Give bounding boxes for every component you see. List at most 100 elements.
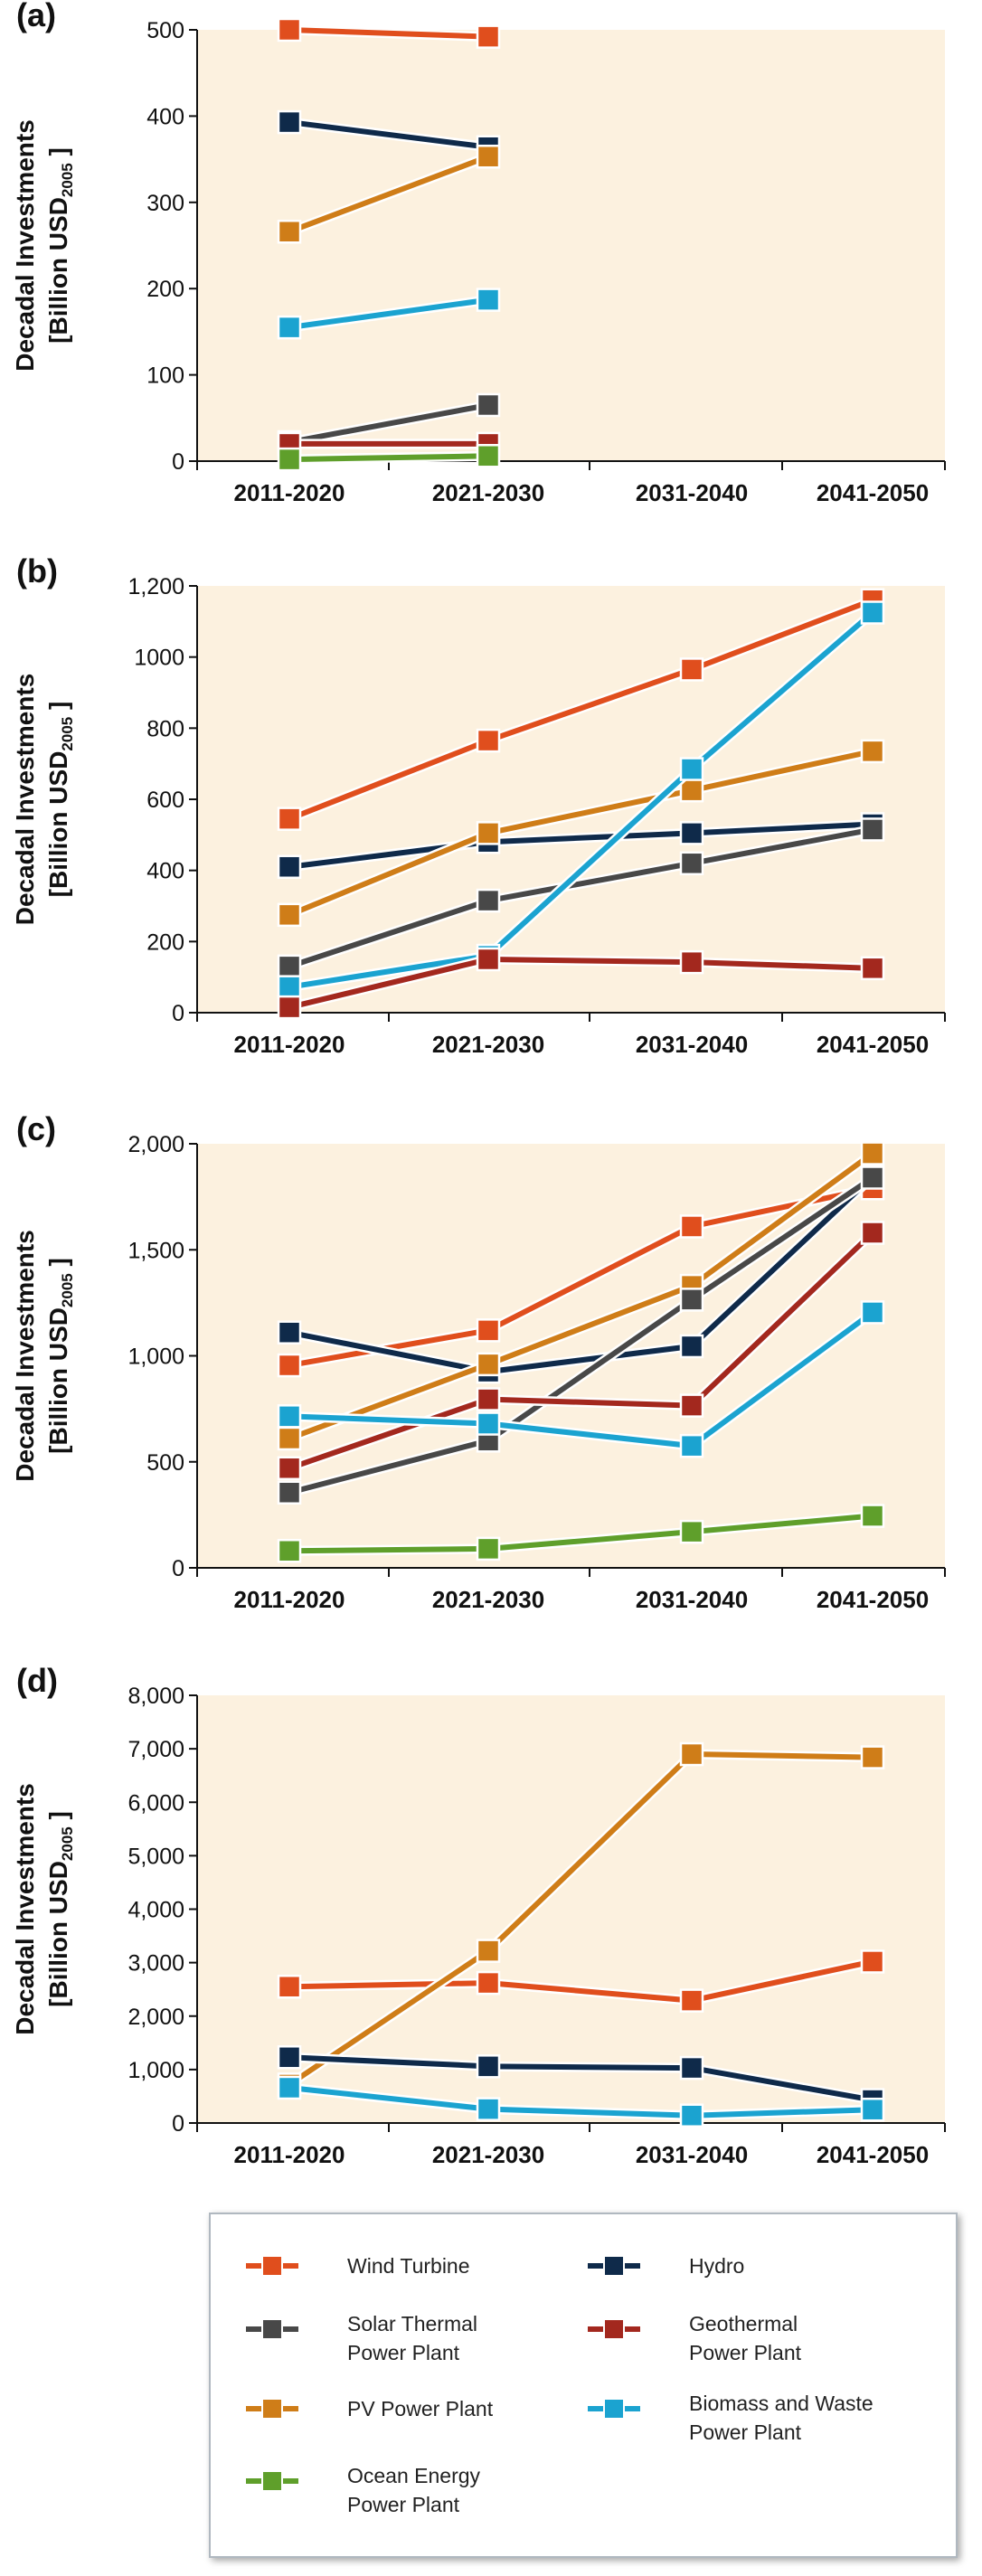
series-solar-thermal-power-plant	[277, 1165, 885, 1505]
data-point	[860, 600, 885, 625]
legend-box	[209, 2213, 958, 2558]
series-line	[288, 119, 489, 150]
data-point	[679, 821, 704, 845]
y-tick-label: 200	[146, 277, 184, 302]
series-line	[288, 402, 489, 445]
data-point	[476, 1411, 501, 1436]
data-point	[277, 1974, 302, 1999]
series-line	[288, 821, 873, 870]
series-line	[288, 826, 873, 969]
series-biomass-and-waste-power-plant	[277, 288, 501, 340]
data-point	[860, 2097, 885, 2122]
data-point	[860, 1745, 885, 1769]
series-line	[288, 1958, 873, 2004]
series-line	[288, 1231, 875, 1471]
y-axis-label-line2: [Billion USD2005 ]	[44, 1811, 76, 2007]
y-tick-label: 5,000	[127, 1844, 184, 1869]
x-tick-label: 2031-2040	[636, 479, 748, 506]
y-tick-label: 1,200	[127, 574, 184, 599]
data-point	[860, 1165, 885, 1190]
y-tick-label: 1,500	[127, 1238, 184, 1263]
chart-panel-c: (c) Decadal Investments [Billion USD2005 ]…	[11, 1110, 946, 1613]
panel-label: (b)	[16, 552, 58, 590]
series-wind-turbine	[277, 1949, 885, 2013]
y-tick-label: 200	[146, 929, 184, 955]
data-point	[476, 288, 501, 312]
series-wind-turbine	[277, 588, 885, 831]
y-axis-label-line1: Decadal Investments	[11, 1783, 39, 2035]
x-tick-label: 2041-2050	[817, 2141, 929, 2168]
series-line	[288, 1751, 873, 2087]
data-point	[476, 947, 501, 972]
y-tick-label: 400	[146, 104, 184, 129]
x-tick-label: 2011-2020	[234, 2141, 345, 2168]
series-ocean-energy-power-plant	[277, 1504, 885, 1563]
y-tick-label: 2,000	[127, 1132, 184, 1157]
y-tick-label: 6,000	[127, 1790, 184, 1816]
series-line	[288, 27, 489, 40]
data-point	[476, 1939, 501, 1963]
x-tick-label: 2031-2040	[636, 2141, 748, 2168]
data-point	[277, 2075, 302, 2100]
x-tick-label: 2021-2030	[432, 1586, 544, 1613]
data-point	[277, 1320, 302, 1345]
legend-swatch-marker	[603, 2318, 625, 2340]
y-tick-label: 0	[172, 449, 184, 475]
x-tick-label: 2011-2020	[234, 479, 345, 506]
data-point	[476, 2097, 501, 2121]
y-tick-label: 800	[146, 716, 184, 741]
legend-item-biomass-and-waste-power-plant: Biomass and Waste Power Plant	[588, 2392, 873, 2444]
legend-item-wind-turbine: Wind Turbine	[246, 2254, 470, 2278]
data-point	[679, 657, 704, 682]
series-ocean-energy-power-plant	[277, 444, 501, 472]
y-tick-label: 300	[146, 191, 184, 216]
series-biomass-and-waste-power-plant	[277, 2075, 885, 2128]
x-tick-label: 2021-2030	[432, 1031, 544, 1058]
data-point	[277, 854, 302, 879]
series-wind-turbine	[277, 17, 501, 49]
legend-label: Wind Turbine	[347, 2254, 470, 2278]
legend-swatch-marker	[261, 2255, 283, 2277]
x-tick-label: 2041-2050	[817, 1031, 929, 1058]
series-line	[288, 1151, 874, 1441]
data-point	[679, 1741, 704, 1767]
legend-label: Power Plant	[689, 2341, 802, 2364]
data-point	[679, 2103, 704, 2128]
y-axis-label-line2: [Billion USD2005 ]	[44, 1258, 76, 1454]
data-point	[860, 1221, 885, 1245]
x-tick-label: 2021-2030	[432, 2141, 544, 2168]
data-point	[277, 1353, 302, 1378]
y-tick-label: 7,000	[127, 1737, 184, 1762]
y-tick-label: 8,000	[127, 1684, 184, 1709]
series-line	[288, 610, 874, 990]
series-biomass-and-waste-power-plant	[277, 1300, 885, 1458]
series-pv-power-plant	[277, 1141, 885, 1451]
data-point	[679, 1288, 704, 1312]
y-tick-label: 600	[146, 788, 184, 813]
x-tick-label: 2041-2050	[817, 479, 929, 506]
legend-label: Ocean Energy	[347, 2464, 481, 2487]
series-solar-thermal-power-plant	[277, 817, 885, 979]
data-point	[679, 1988, 704, 2013]
y-tick-label: 500	[146, 1450, 184, 1476]
plot-area	[197, 1695, 945, 2123]
y-axis-label: Decadal Investments [Billion USD2005 ]	[11, 119, 76, 372]
series-line	[288, 1175, 875, 1375]
data-point	[277, 1480, 302, 1505]
data-point	[476, 1536, 501, 1562]
data-point	[679, 851, 704, 876]
y-axis-label: Decadal Investments [Billion USD2005 ]	[11, 1783, 76, 2035]
data-point	[277, 1538, 302, 1563]
y-tick-label: 4,000	[127, 1898, 184, 1923]
y-tick-label: 400	[146, 859, 184, 884]
panel-label: (c)	[16, 1110, 56, 1147]
data-point	[476, 144, 501, 169]
series-line	[288, 597, 874, 822]
y-tick-label: 0	[172, 1001, 184, 1026]
y-tick-label: 1,000	[127, 1345, 184, 1370]
x-tick-label: 2031-2040	[636, 1031, 748, 1058]
data-point	[277, 807, 302, 831]
legend: Wind Turbine Hydro Solar Thermal Power Plan…	[209, 2213, 958, 2558]
series-pv-power-plant	[277, 739, 885, 928]
